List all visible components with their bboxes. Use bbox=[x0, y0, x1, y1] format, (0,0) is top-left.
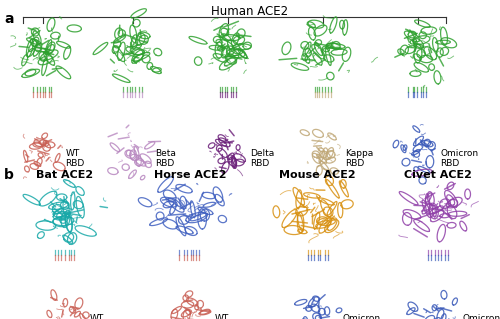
Text: Human ACE2: Human ACE2 bbox=[212, 5, 288, 18]
Text: WT
RBD: WT RBD bbox=[215, 314, 234, 319]
Text: Omicron
RBD: Omicron RBD bbox=[440, 149, 478, 168]
Text: Beta
RBD: Beta RBD bbox=[156, 149, 176, 168]
Text: Delta
RBD: Delta RBD bbox=[250, 149, 275, 168]
Text: Civet ACE2: Civet ACE2 bbox=[404, 170, 471, 180]
Text: Horse ACE2: Horse ACE2 bbox=[154, 170, 226, 180]
Text: Mouse ACE2: Mouse ACE2 bbox=[279, 170, 356, 180]
Text: Bat ACE2: Bat ACE2 bbox=[36, 170, 94, 180]
Text: WT
RBD: WT RBD bbox=[90, 314, 110, 319]
Text: WT
RBD: WT RBD bbox=[66, 149, 85, 168]
Text: Omicron
RBD: Omicron RBD bbox=[342, 314, 381, 319]
Text: a: a bbox=[4, 12, 14, 26]
Text: Omicron
RBD: Omicron RBD bbox=[462, 314, 500, 319]
Text: b: b bbox=[4, 168, 14, 182]
Text: Kappa
RBD: Kappa RBD bbox=[346, 149, 374, 168]
